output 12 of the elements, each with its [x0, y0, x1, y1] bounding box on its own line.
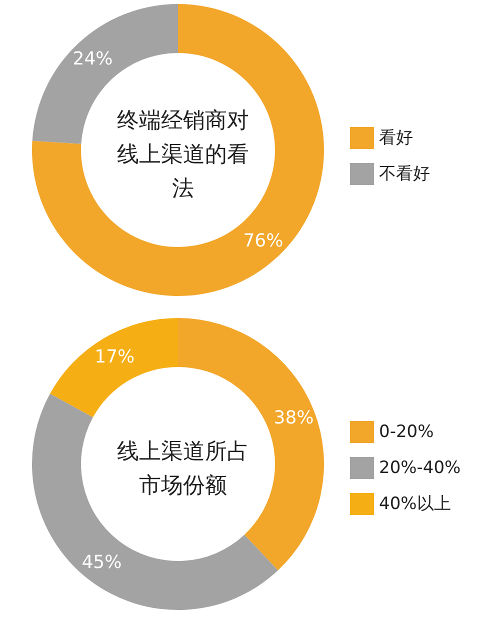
legend-label: 40%以上 — [379, 494, 451, 514]
legend-label: 看好 — [379, 128, 413, 148]
legend-label: 20%-40% — [379, 458, 461, 478]
data-label: 17% — [94, 346, 135, 368]
legend-label: 0-20% — [379, 422, 434, 442]
data-label: 38% — [274, 408, 314, 429]
data-label: 45% — [82, 552, 122, 573]
legend-label: 不看好 — [379, 164, 430, 184]
text: 线上渠道所占市场份额 — [117, 440, 249, 498]
data-label: 76% — [243, 230, 284, 252]
text: 终端经销商对线上渠道的看法 — [117, 108, 249, 202]
data-label: 24% — [72, 48, 113, 70]
